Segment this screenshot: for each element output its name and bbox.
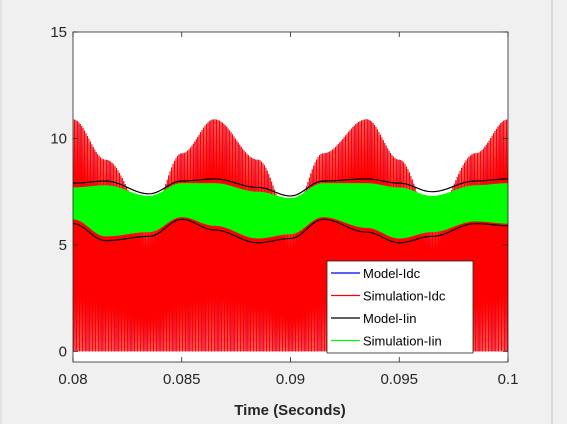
y-tick-label: 10 — [50, 130, 67, 147]
series-line-simulation-iin — [73, 183, 508, 239]
x-tick-label: 0.095 — [380, 371, 418, 388]
x-tick-label: 0.09 — [276, 371, 305, 388]
y-tick-label: 15 — [50, 24, 67, 41]
legend-label-simulation-idc: Simulation-Idc — [363, 289, 446, 304]
x-tick-label: 0.085 — [163, 371, 201, 388]
ticks-layer: 0.08 0.085 0.09 0.095 0.1 0 5 10 15 — [50, 24, 518, 388]
legend-box — [326, 260, 474, 354]
x-axis-label: Time (Seconds) — [234, 402, 345, 419]
series-line-model-iin-upper — [73, 178, 508, 197]
window-edge-left — [0, 0, 2, 424]
legend-label-simulation-iin: Simulation-Iin — [363, 334, 442, 349]
y-tick-label: 5 — [59, 237, 67, 254]
x-tick-label: 0.08 — [58, 371, 87, 388]
series-line-model-iin-lower — [73, 218, 508, 244]
window-edge-right — [551, 0, 553, 424]
y-tick-label: 0 — [59, 343, 67, 360]
x-tick-label: 0.1 — [498, 371, 519, 388]
series-layer — [73, 119, 508, 352]
legend-label-model-iin: Model-Iin — [363, 311, 416, 326]
legend[interactable]: Model-Idc Simulation-Idc Model-Iin Simulati… — [326, 260, 474, 354]
legend-label-model-idc: Model-Idc — [363, 266, 421, 281]
